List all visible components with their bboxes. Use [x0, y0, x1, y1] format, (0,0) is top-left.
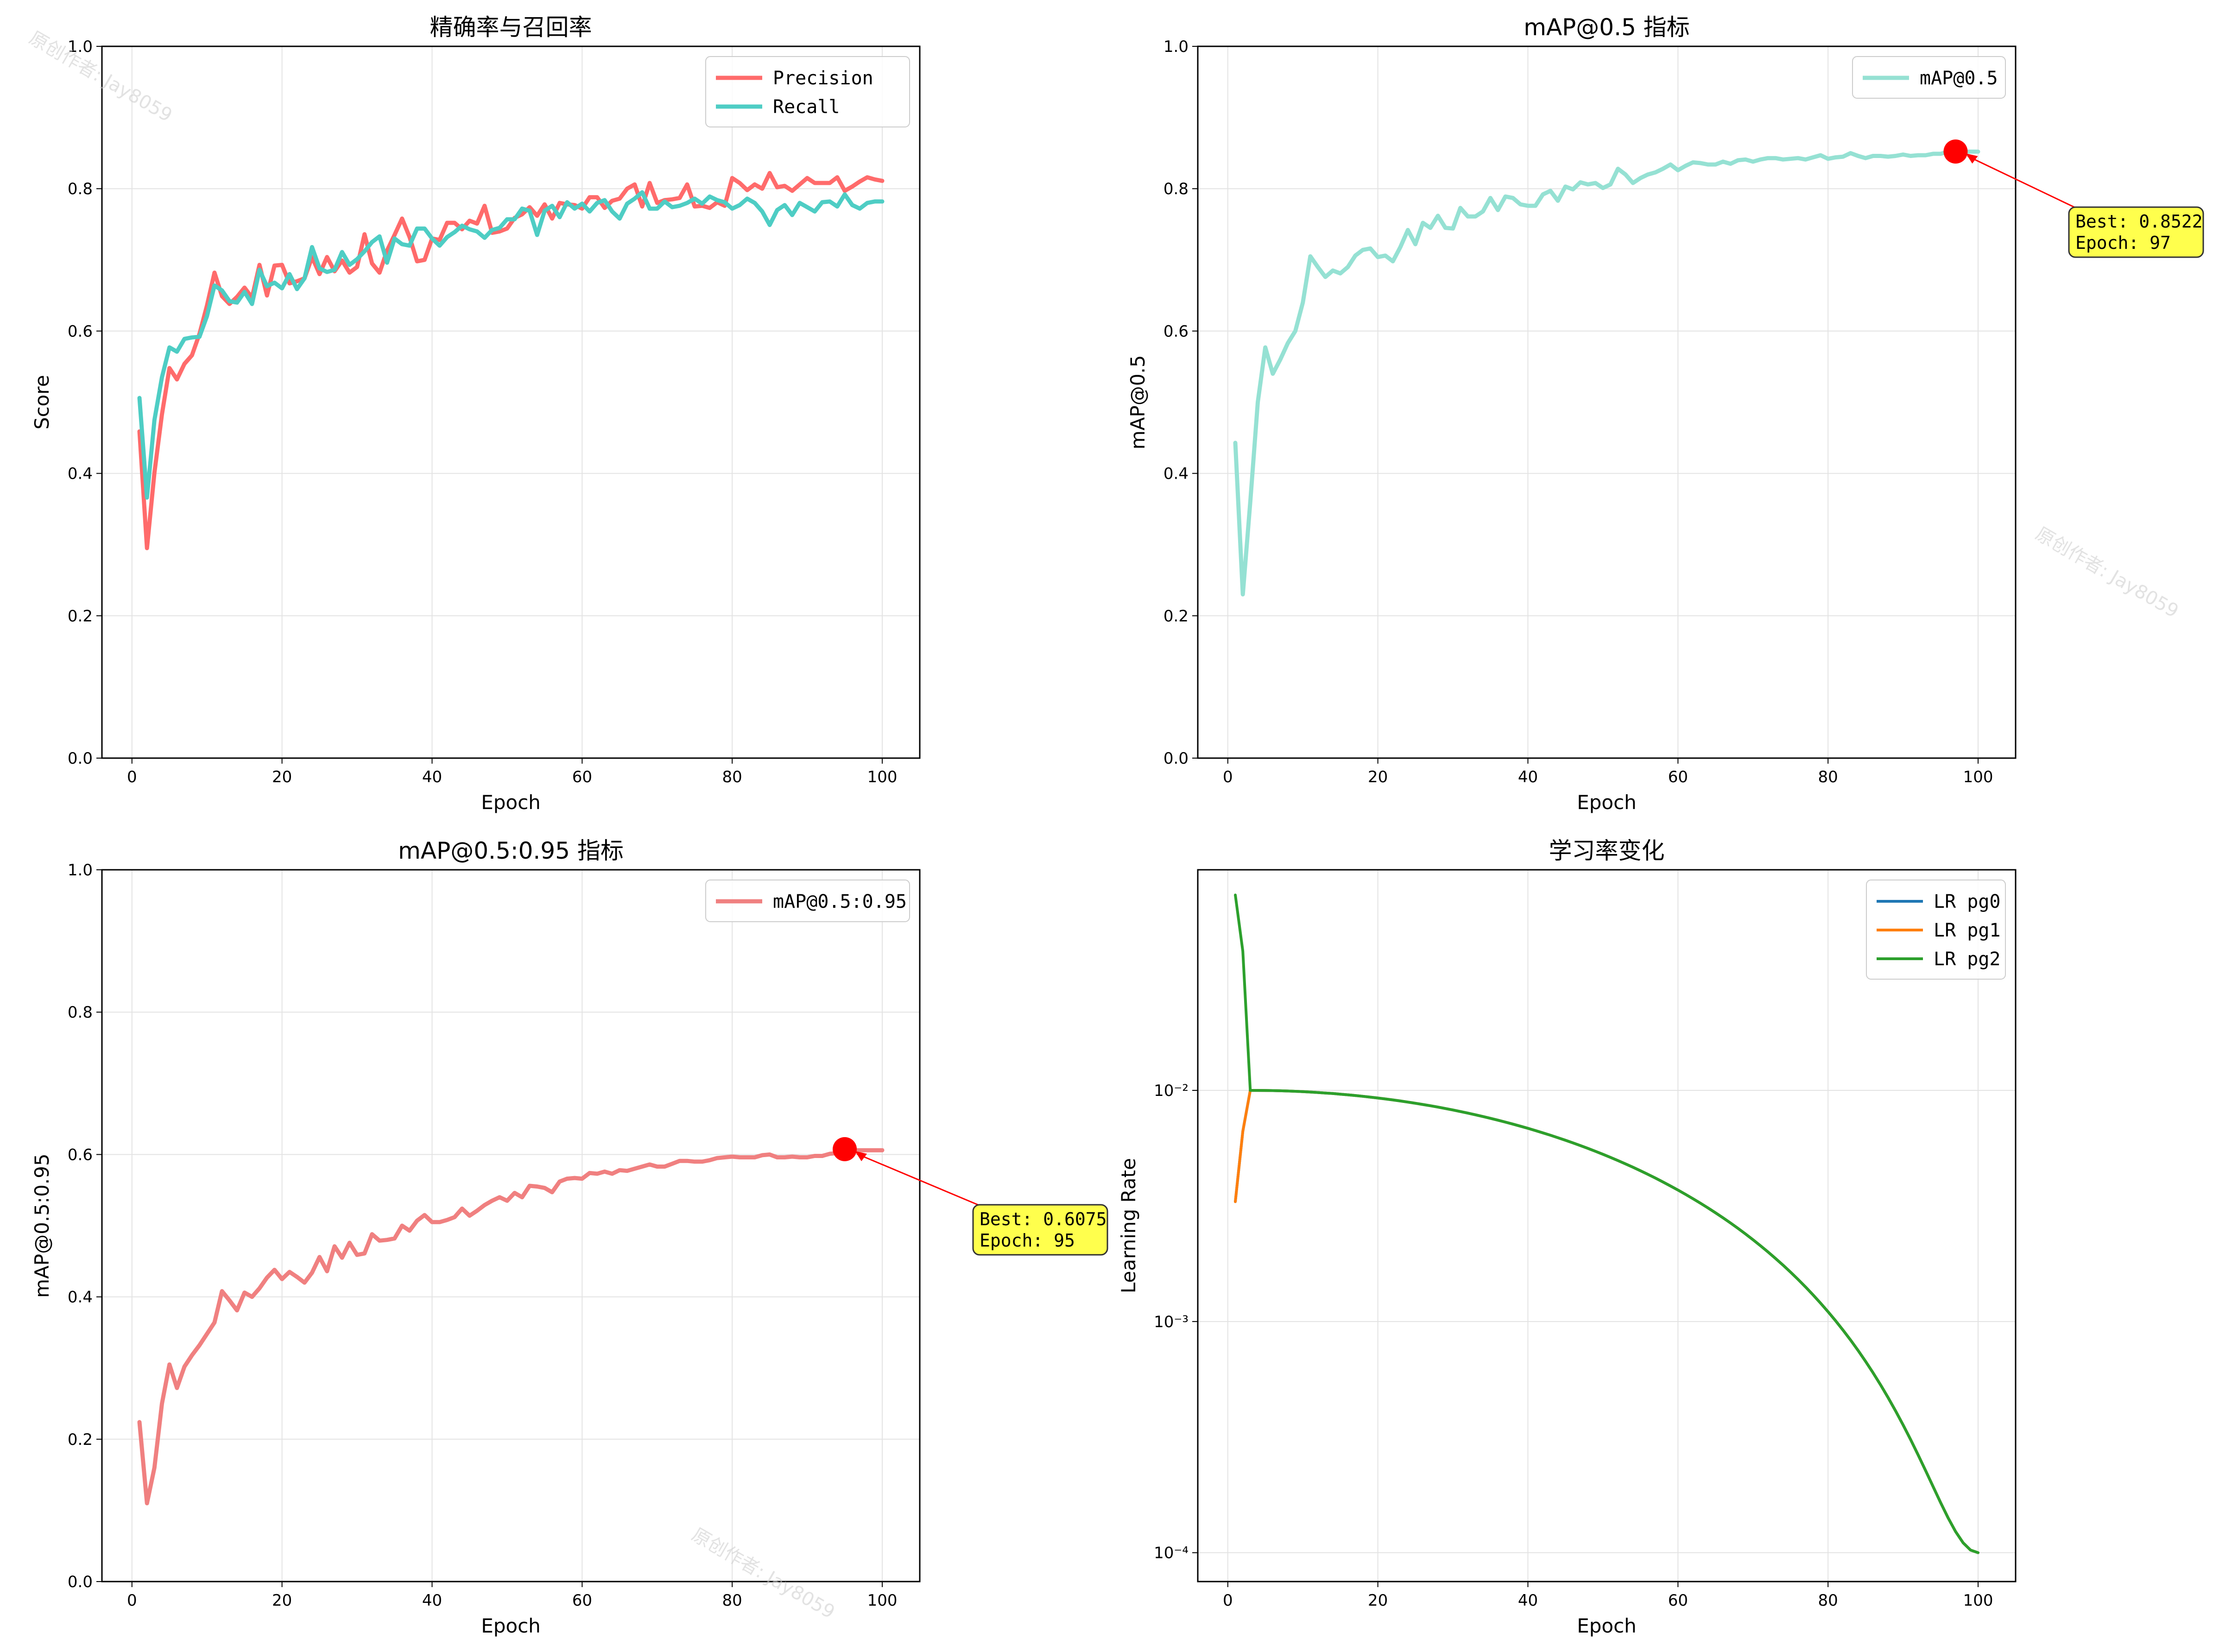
y-tick-label: 1.0: [68, 38, 93, 56]
annotation-box: [2068, 206, 2204, 258]
plot-frame: [1197, 869, 2017, 1582]
legend-label: LR pg0: [1934, 891, 2001, 912]
series-line-lr-pg2: [1234, 893, 1979, 1554]
y-tick-label: 0.0: [68, 749, 93, 768]
series-line-precision: [137, 171, 885, 551]
y-tick-label: 0.4: [1163, 465, 1189, 483]
y-tick-label: 0.0: [68, 1573, 93, 1591]
legend-box: [1852, 56, 2006, 99]
y-tick-label: 0.2: [68, 607, 93, 626]
y-tick-label: 1.0: [68, 861, 93, 880]
x-tick-label: 20: [272, 1591, 292, 1610]
annotation-best-text: Best: 0.6075: [980, 1209, 1107, 1229]
legend-box: [705, 880, 910, 922]
legend-label: LR pg2: [1934, 949, 2001, 970]
x-tick-label: 60: [1668, 1591, 1688, 1610]
plot-frame: [101, 869, 921, 1582]
x-tick-label: 20: [1368, 1591, 1388, 1610]
series-line-map-0-5: [1233, 149, 1980, 597]
chart-title: 精确率与召回率: [430, 14, 592, 41]
y-tick-label: 0.2: [68, 1430, 93, 1449]
y-tick-label: 0.8: [68, 180, 93, 198]
x-tick-label: 0: [127, 768, 137, 786]
y-axis-label: Score: [31, 375, 53, 430]
x-axis-label: Epoch: [1577, 791, 1637, 814]
y-tick-label: 0.8: [68, 1003, 93, 1022]
x-tick-label: 60: [572, 768, 592, 786]
plot-frame: [1197, 45, 2017, 759]
chart-title: mAP@0.5:0.95 指标: [398, 837, 624, 864]
x-tick-label: 80: [1818, 1591, 1838, 1610]
annotation-arrow: [1967, 155, 2079, 210]
x-axis-label: Epoch: [481, 1614, 541, 1637]
legend-label: Precision: [773, 68, 873, 89]
legend-label: LR pg1: [1934, 920, 2001, 941]
annotation-arrow: [856, 1153, 983, 1208]
x-axis-label: Epoch: [1577, 1614, 1637, 1637]
chart-title: 学习率变化: [1549, 837, 1665, 864]
annotation-best-text: Best: 0.8522: [2075, 211, 2203, 232]
x-tick-label: 40: [422, 768, 442, 786]
legend-label: mAP@0.5:0.95: [773, 891, 907, 912]
y-tick-label: 0.6: [68, 322, 93, 341]
x-tick-label: 40: [1518, 768, 1538, 786]
y-tick-label: 0.8: [1163, 180, 1189, 198]
y-tick-label: 1.0: [1163, 38, 1189, 56]
x-tick-label: 80: [1818, 768, 1838, 786]
x-tick-label: 80: [722, 768, 742, 786]
x-tick-label: 100: [1963, 768, 1993, 786]
x-tick-label: 0: [127, 1591, 137, 1610]
y-tick-label: 0.0: [1163, 749, 1189, 768]
y-tick-label: 0.4: [68, 1288, 93, 1307]
y-axis-label: Learning Rate: [1117, 1158, 1140, 1293]
x-tick-label: 0: [1223, 1591, 1233, 1610]
y-tick-label: 0.2: [1163, 607, 1189, 626]
x-tick-label: 20: [272, 768, 292, 786]
x-tick-label: 40: [1518, 1591, 1538, 1610]
legend-box: [705, 56, 910, 127]
y-axis-label: mAP@0.5:0.95: [31, 1153, 53, 1298]
chart-title: mAP@0.5 指标: [1524, 14, 1689, 41]
x-axis-label: Epoch: [481, 791, 541, 814]
x-tick-label: 60: [1668, 768, 1688, 786]
annotation-epoch-text: Epoch: 95: [980, 1230, 1075, 1251]
x-tick-label: 80: [722, 1591, 742, 1610]
x-tick-label: 40: [422, 1591, 442, 1610]
chart-3: 0 20 40 60 80 100 0.0 0.2 0.4 0.6 0.8 1.0 mAP@0.5:0.…: [31, 837, 1108, 1637]
x-tick-label: 0: [1223, 768, 1233, 786]
annotation-box: [972, 1204, 1108, 1256]
legend-box: [1866, 880, 2006, 980]
best-point-marker: [833, 1137, 857, 1161]
series-line-map-0-5-0-95: [137, 1147, 885, 1506]
watermark: 原创作者: Jay8059: [25, 27, 176, 127]
x-tick-label: 100: [867, 1591, 898, 1610]
y-tick-label: 0.6: [1163, 322, 1189, 341]
x-tick-label: 100: [867, 768, 898, 786]
y-tick-label: 10⁻²: [1154, 1082, 1189, 1100]
x-tick-label: 100: [1963, 1591, 1993, 1610]
y-tick-label: 10⁻³: [1154, 1313, 1189, 1331]
watermark: 原创作者: Jay8059: [688, 1524, 838, 1623]
series-line-recall: [137, 190, 885, 500]
legend-label: Recall: [773, 96, 840, 118]
y-axis-label: mAP@0.5: [1126, 355, 1149, 449]
y-tick-label: 0.4: [68, 465, 93, 483]
y-tick-label: 10⁻⁴: [1154, 1544, 1189, 1563]
watermark: 原创作者: Jay8059: [2032, 523, 2182, 622]
x-tick-label: 60: [572, 1591, 592, 1610]
annotation-arrowhead: [855, 1151, 867, 1161]
legend-label: mAP@0.5: [1920, 68, 1998, 89]
chart-1: 0 20 40 60 80 100 0.0 0.2 0.4 0.6 0.8 1.0 精确率与召回率 Epo…: [31, 14, 921, 814]
chart-4: 0 20 40 60 80 100 10⁻² 10⁻³ 10⁻⁴ 学习率变化 Epoch Learni…: [1117, 837, 2017, 1637]
best-point-marker: [1943, 139, 1968, 164]
y-tick-label: 0.6: [68, 1146, 93, 1164]
plot-frame: [101, 45, 921, 759]
chart-2: 0 20 40 60 80 100 0.0 0.2 0.4 0.6 0.8 1.0 mAP@0.5 指标…: [1126, 14, 2204, 814]
annotation-arrowhead: [1966, 153, 1978, 164]
annotation-epoch-text: Epoch: 97: [2075, 233, 2171, 253]
x-tick-label: 20: [1368, 768, 1388, 786]
